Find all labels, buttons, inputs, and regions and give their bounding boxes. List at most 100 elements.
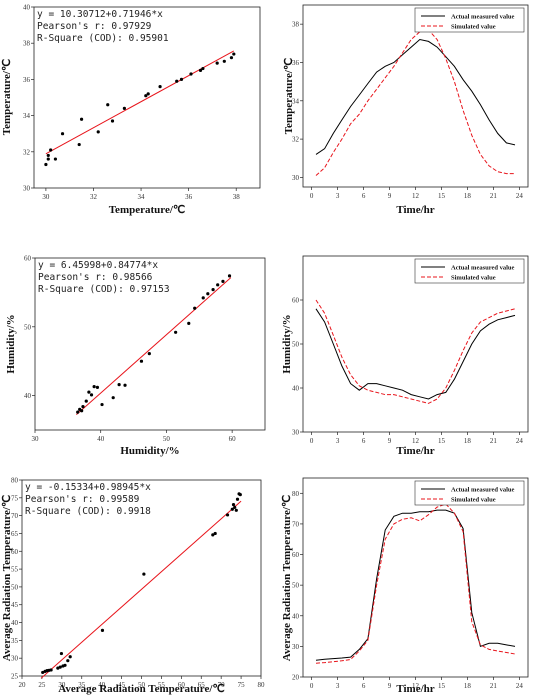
y-tick-label: 40 [11, 619, 19, 627]
data-point [229, 56, 234, 60]
data-point [68, 655, 72, 659]
x-tick-label: 0 [310, 192, 314, 200]
x-tick-label: 18 [464, 437, 472, 445]
chart-panel-6: 0 3 6 9 12 15 18 21 24 20 30 40 50 60 70 80 Time/hr Avera… [281, 477, 529, 695]
data-point [174, 330, 178, 334]
y-tick-label: 30 [292, 429, 300, 437]
data-point [175, 79, 179, 83]
legend-box [414, 480, 525, 506]
data-point [232, 52, 236, 56]
data-point [87, 390, 91, 394]
x-tick-label: 18 [464, 682, 472, 690]
data-point [63, 663, 67, 667]
data-point [76, 410, 80, 414]
data-point [230, 507, 234, 511]
data-point [56, 666, 60, 670]
fit-annotation: R-Square (COD): 0.95901 [37, 33, 169, 44]
data-point [238, 493, 242, 497]
x-tick-label: 6 [362, 192, 366, 200]
data-point [201, 66, 205, 71]
data-point [225, 513, 230, 517]
data-point [193, 306, 197, 310]
legend-box [414, 7, 525, 33]
x-tick-label: 40 [97, 435, 105, 443]
x-axis-label: Temperature/℃ [109, 204, 186, 216]
data-point [92, 385, 96, 389]
data-point [100, 628, 105, 632]
x-tick-label: 18 [464, 192, 472, 200]
x-axis-label: Average Radiation Temperature/℃ [58, 683, 225, 695]
chart-panel-2: 0 3 6 9 12 15 18 21 243032343638Time/hrTemperatu… [283, 4, 529, 216]
x-tick-label: 15 [438, 437, 446, 445]
data-point [189, 72, 193, 76]
y-tick-label: 35 [11, 637, 19, 645]
y-axis-label: Temperature/℃ [1, 59, 13, 136]
data-point [187, 321, 191, 325]
x-tick-label: 0 [310, 682, 314, 690]
y-tick-label: 70 [292, 520, 300, 528]
y-tick-label: 80 [11, 477, 19, 485]
x-tick-label: 9 [388, 192, 392, 200]
series-line-2 [315, 503, 516, 664]
y-tick-label: 34 [23, 112, 31, 120]
x-tick-label: 30 [32, 435, 40, 443]
x-axis-label: Time/hr [396, 683, 434, 695]
chart-panel-4: 0 3 6 9 12 15 18 21 24 30 40 50 60 Time/hr Humidity/% A… [281, 255, 529, 457]
x-tick-label: 24 [516, 192, 524, 200]
y-tick-label: 25 [11, 673, 19, 681]
x-tick-label: 25 [38, 681, 46, 689]
legend: Actual measured value Simulated value [414, 258, 525, 284]
data-point [95, 385, 100, 389]
x-tick-label: 45 [118, 681, 126, 689]
fit-line [45, 50, 235, 155]
y-tick-label: 65 [11, 530, 19, 538]
y-tick-label: 20 [292, 674, 300, 682]
y-tick-label: 30 [292, 174, 300, 182]
x-tick-label: 24 [516, 437, 524, 445]
y-axis-label: Humidity/% [281, 314, 293, 373]
x-tick-label: 12 [412, 682, 420, 690]
data-point [77, 142, 81, 147]
fit-annotation: Pearson's r: 0.99589 [25, 494, 140, 505]
y-tick-label: 30 [11, 655, 19, 663]
y-tick-label: 50 [24, 323, 32, 331]
data-point [206, 292, 210, 296]
fit-annotation: y = 6.45998+0.84774*x [38, 260, 158, 271]
x-tick-label: 6 [362, 682, 366, 690]
legend-label: Actual measured value [451, 486, 515, 493]
data-point [146, 92, 150, 96]
y-tick-label: 38 [23, 40, 31, 48]
y-tick-label: 32 [292, 136, 300, 144]
x-tick-label: 3 [336, 437, 340, 445]
y-tick-label: 45 [11, 601, 19, 609]
y-tick-label: 70 [11, 512, 19, 520]
legend-box [414, 258, 525, 284]
x-tick-label: 55 [158, 681, 166, 689]
data-point [60, 132, 65, 136]
x-tick-label: 3 [336, 682, 340, 690]
data-point [144, 94, 148, 98]
data-point [233, 505, 237, 510]
fit-line [40, 500, 242, 679]
data-point [216, 283, 220, 287]
y-tick-label: 30 [23, 185, 31, 193]
x-axis-label: Time/hr [396, 204, 434, 216]
y-tick-label: 30 [292, 643, 300, 651]
y-tick-label: 50 [292, 582, 300, 590]
data-point [158, 85, 162, 89]
plot-frame [34, 257, 266, 431]
x-tick-label: 34 [138, 193, 146, 201]
x-tick-label: 9 [388, 682, 392, 690]
y-tick-label: 40 [292, 385, 300, 393]
data-point [100, 402, 104, 407]
data-point [46, 157, 50, 161]
data-point [84, 399, 88, 403]
y-tick-label: 60 [11, 548, 19, 556]
x-axis-label: Humidity/% [120, 445, 179, 457]
y-tick-label: 40 [24, 392, 32, 400]
fit-annotation: R-Square (COD): 0.9918 [25, 506, 151, 517]
data-point [221, 279, 225, 283]
x-tick-label: 75 [238, 681, 246, 689]
legend-label: Simulated value [451, 496, 496, 503]
y-tick-label: 36 [23, 76, 31, 84]
